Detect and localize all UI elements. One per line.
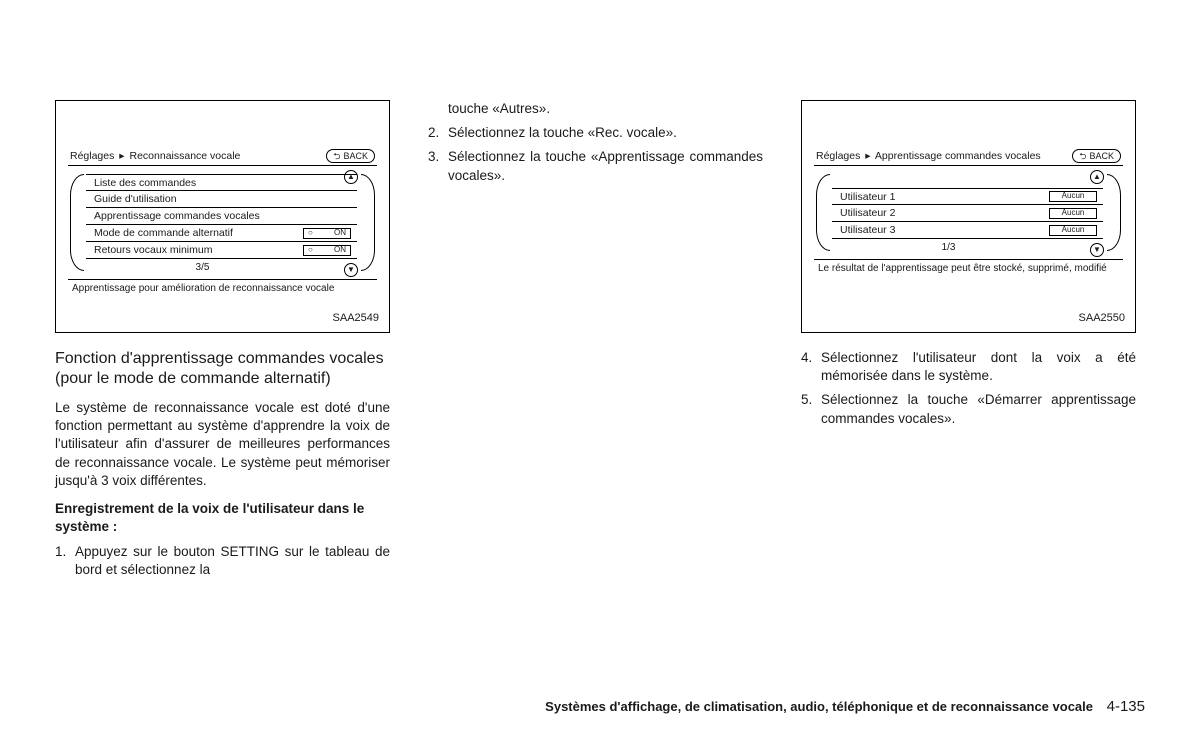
frame-curve-left (70, 174, 84, 271)
step-number: 5. (801, 391, 821, 427)
step-number: 4. (801, 349, 821, 385)
step-number: 3. (428, 148, 448, 184)
column-right: Réglages ▸ Apprentissage commandes vocal… (801, 100, 1136, 585)
menu-item-label: Guide d'utilisation (94, 192, 177, 206)
screen-hint: Apprentissage pour amélioration de recon… (68, 280, 377, 296)
step-text: Sélectionnez l'utilisateur dont la voix … (821, 349, 1136, 385)
page-indicator: 3/5 (68, 261, 337, 275)
step-text: Sélectionnez la touche «Apprentissage co… (448, 148, 763, 184)
sub-heading: Enregistrement de la voix de l'utilisate… (55, 500, 390, 536)
breadcrumb: Réglages ▸ Reconnaissance vocale (70, 149, 240, 163)
menu-item-alt-command-mode[interactable]: Mode de commande alternatif ON (86, 225, 357, 242)
back-button[interactable]: BACK (326, 149, 375, 163)
menu-item-user-1[interactable]: Utilisateur 1 Aucun (832, 188, 1103, 205)
screen-header: Réglages ▸ Apprentissage commandes vocal… (814, 149, 1123, 166)
menu-item-voice-learning[interactable]: Apprentissage commandes vocales (86, 208, 357, 225)
step-number: 2. (428, 124, 448, 142)
menu-item-label: Liste des commandes (94, 176, 196, 190)
scroll-up-icon[interactable]: ▲ (1090, 170, 1104, 184)
page-indicator: 1/3 (814, 241, 1083, 255)
step-3: 3. Sélectionnez la touche «Apprentissage… (428, 148, 763, 184)
breadcrumb-sep-icon: ▸ (119, 150, 124, 162)
footer-section: Systèmes d'affichage, de climatisation, … (545, 699, 1093, 714)
breadcrumb-root: Réglages (70, 150, 114, 162)
section-title: Fonction d'apprentissage comman­des voca… (55, 349, 390, 389)
scroll-down-icon[interactable]: ▼ (344, 263, 358, 277)
step-text: Appuyez sur le bouton SETTING sur le tab… (75, 543, 390, 579)
breadcrumb-leaf: Apprentissage commandes vocales (875, 150, 1041, 162)
breadcrumb-sep-icon: ▸ (865, 150, 870, 162)
screen-body: ▲ ▼ Utilisateur 1 Aucun Utilisateur 2 Au… (814, 166, 1123, 260)
menu-item-user-2[interactable]: Utilisateur 2 Aucun (832, 205, 1103, 222)
menu-item-user-3[interactable]: Utilisateur 3 Aucun (832, 222, 1103, 239)
menu-item-label: Apprentissage commandes vocales (94, 209, 260, 223)
menu-item-minimum-feedback[interactable]: Retours vocaux minimum ON (86, 242, 357, 259)
figure-voice-recognition-settings: Réglages ▸ Reconnaissance vocale BACK ▲ … (55, 100, 390, 333)
figure-code: SAA2549 (333, 311, 379, 326)
menu-item-label: Utilisateur 3 (840, 223, 895, 237)
screen-header: Réglages ▸ Reconnaissance vocale BACK (68, 149, 377, 166)
frame-curve-left (816, 174, 830, 251)
step-2: 2. Sélectionnez la touche «Rec. vocale». (428, 124, 763, 142)
step-text: Sélectionnez la touche «Rec. vocale». (448, 124, 763, 142)
page-footer: Systèmes d'affichage, de climatisation, … (545, 698, 1145, 715)
scroll-column: ▲ ▼ (343, 170, 359, 277)
screen-hint: Le résultat de l'apprentissage peut être… (814, 260, 1123, 276)
menu-item-label: Utilisateur 1 (840, 190, 895, 204)
column-left: Réglages ▸ Reconnaissance vocale BACK ▲ … (55, 100, 390, 585)
menu-item-label: Utilisateur 2 (840, 206, 895, 220)
menu-item-user-guide[interactable]: Guide d'utilisation (86, 191, 357, 208)
toggle-on[interactable]: ON (303, 228, 351, 239)
breadcrumb: Réglages ▸ Apprentissage commandes vocal… (816, 149, 1041, 163)
page-number: 4-135 (1107, 698, 1145, 715)
scroll-column: ▲ ▼ (1089, 170, 1105, 257)
frame-curve-right (1107, 174, 1121, 251)
breadcrumb-root: Réglages (816, 150, 860, 162)
scroll-up-icon[interactable]: ▲ (344, 170, 358, 184)
step-number: 1. (55, 543, 75, 579)
menu-item-label: Mode de commande alternatif (94, 226, 233, 240)
screen-body: ▲ ▼ Liste des commandes Guide d'utilisat… (68, 166, 377, 280)
figure-voice-learning-users: Réglages ▸ Apprentissage commandes vocal… (801, 100, 1136, 333)
step-1-continued: touche «Autres». (428, 100, 763, 118)
scroll-down-icon[interactable]: ▼ (1090, 243, 1104, 257)
figure-code: SAA2550 (1079, 311, 1125, 326)
step-number (428, 100, 448, 118)
menu-item-commands-list[interactable]: Liste des commandes (86, 174, 357, 191)
step-text: Sélectionnez la touche «Démarrer ap­pren… (821, 391, 1136, 427)
breadcrumb-leaf: Reconnaissance vocale (130, 150, 241, 162)
step-1: 1. Appuyez sur le bouton SETTING sur le … (55, 543, 390, 579)
toggle-on[interactable]: ON (303, 245, 351, 256)
step-4: 4. Sélectionnez l'utilisateur dont la vo… (801, 349, 1136, 385)
menu-item-label: Retours vocaux minimum (94, 243, 212, 257)
step-text: touche «Autres». (448, 100, 763, 118)
back-button[interactable]: BACK (1072, 149, 1121, 163)
column-middle: touche «Autres». 2. Sélectionnez la touc… (428, 100, 763, 585)
step-5: 5. Sélectionnez la touche «Démarrer ap­p… (801, 391, 1136, 427)
frame-curve-right (361, 174, 375, 271)
body-paragraph: Le système de reconnaissance vocale est … (55, 399, 390, 490)
